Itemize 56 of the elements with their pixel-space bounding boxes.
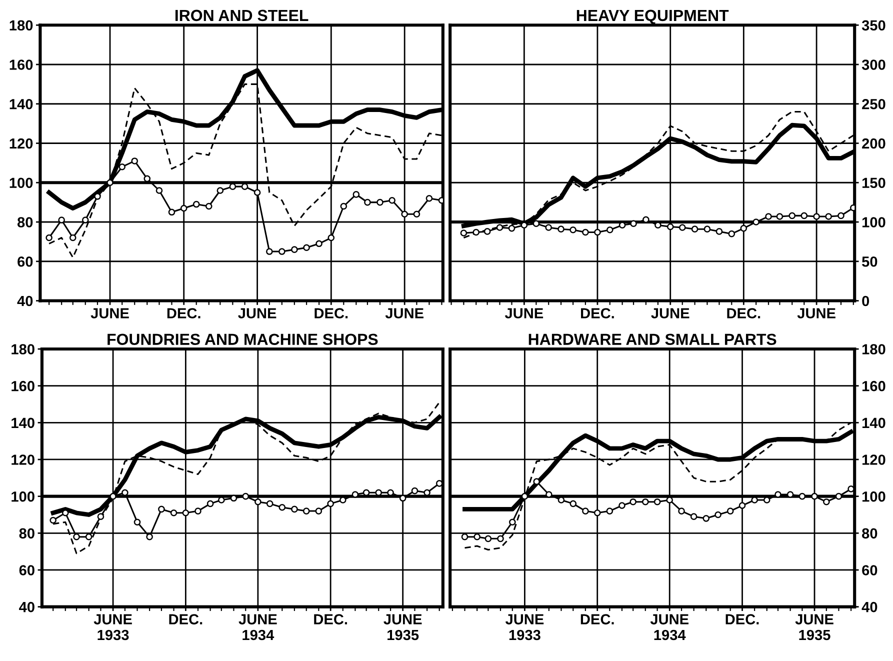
- y-tick-label: 160: [10, 60, 33, 70]
- y-tick-label: 40: [19, 602, 34, 612]
- x-tick-label: DEC.: [580, 614, 614, 624]
- y-tick-label: 40: [862, 602, 878, 612]
- y-tick-label: 180: [862, 344, 886, 354]
- x-tick-label: JUNE: [238, 308, 276, 318]
- y-tick-label: 80: [17, 217, 33, 228]
- x-tick-label: JUNE 1935: [384, 614, 422, 640]
- x-tick-label: DEC.: [314, 614, 347, 624]
- y-tick-label: 120: [10, 138, 33, 149]
- x-tick-label: JUNE: [385, 308, 424, 318]
- y-tick-label: 200: [862, 138, 886, 149]
- x-tick-label: JUNE 1935: [795, 614, 834, 640]
- y-tick-label: 350: [862, 20, 886, 31]
- chart-title: IRON AND STEEL: [175, 10, 308, 22]
- y-tick-label: 120: [12, 454, 34, 465]
- y-tick-label: 100: [12, 491, 34, 502]
- x-tick-label: JUNE: [651, 308, 690, 318]
- y-tick-label: 40: [17, 296, 33, 306]
- chart-title: HEAVY EQUIPMENT: [576, 10, 729, 24]
- x-tick-label: DEC.: [581, 308, 614, 318]
- y-tick-label: 180: [12, 344, 34, 354]
- y-tick-label: 100: [862, 217, 886, 228]
- y-tick-label: 0: [862, 296, 870, 306]
- y-tick-label: 100: [10, 178, 33, 188]
- chart-title: HARDWARE AND SMALL PARTS: [528, 334, 776, 345]
- x-tick-label: JUNE 1934: [650, 614, 688, 640]
- x-tick-label: DEC.: [727, 308, 760, 318]
- y-tick-label: 60: [19, 565, 34, 576]
- y-tick-label: 180: [10, 20, 33, 31]
- y-tick-label: 80: [19, 528, 34, 539]
- y-tick-label: 140: [12, 418, 34, 428]
- x-tick-label: DEC.: [726, 614, 759, 624]
- y-tick-label: 160: [12, 380, 34, 392]
- y-tick-label: 100: [862, 491, 886, 502]
- x-tick-label: JUNE: [90, 308, 129, 318]
- chart-title: FOUNDRIES AND MACHINE SHOPS: [108, 334, 378, 345]
- y-tick-label: 120: [862, 454, 886, 465]
- y-tick-label: 60: [862, 565, 878, 576]
- x-tick-label: JUNE 1933: [94, 614, 132, 640]
- x-tick-label: DEC.: [167, 308, 200, 318]
- y-tick-label: 300: [862, 60, 886, 70]
- y-tick-label: 80: [862, 528, 878, 539]
- x-tick-label: JUNE 1934: [238, 614, 277, 640]
- y-tick-label: 250: [862, 98, 886, 110]
- x-tick-label: JUNE: [504, 308, 544, 318]
- y-tick-label: 160: [862, 380, 886, 392]
- y-tick-label: 140: [862, 418, 886, 428]
- x-tick-label: JUNE 1933: [505, 614, 544, 640]
- y-tick-label: 150: [862, 178, 886, 188]
- x-tick-label: DEC.: [169, 614, 202, 624]
- x-tick-label: DEC.: [314, 308, 348, 318]
- y-tick-label: 50: [862, 256, 878, 267]
- x-tick-label: JUNE: [797, 308, 836, 318]
- y-tick-label: 60: [18, 256, 33, 267]
- y-tick-label: 140: [10, 98, 33, 110]
